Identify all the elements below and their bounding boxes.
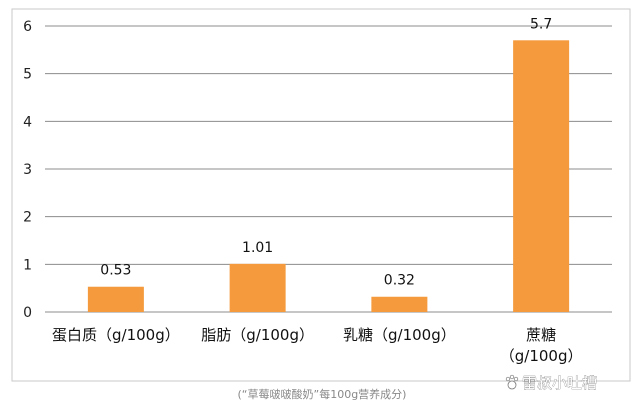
bar-2 xyxy=(371,296,428,312)
value-label-layer: 0.53 1.01 0.32 5.7 xyxy=(100,16,552,288)
category-label-1: 脂肪（g/100g） xyxy=(201,326,314,344)
chart-frame xyxy=(11,8,631,382)
category-label-2: 乳糖（g/100g） xyxy=(343,326,456,344)
value-label-0: 0.53 xyxy=(100,263,131,279)
bar-layer xyxy=(87,40,570,313)
category-label-3: （g/100g） xyxy=(500,347,583,365)
category-label-layer: 蛋白质（g/100g） 脂肪（g/100g） 乳糖（g/100g） 蔗糖 （g/100g… xyxy=(52,326,582,365)
y-tick-label: 1 xyxy=(23,257,32,273)
paw-icon xyxy=(505,374,519,390)
y-tick-label: 3 xyxy=(23,162,32,178)
bar-1 xyxy=(229,263,286,312)
watermark: 雷叔小吐槽 xyxy=(505,374,597,392)
value-label-3: 5.7 xyxy=(530,16,552,32)
value-label-1: 1.01 xyxy=(242,240,273,256)
y-tick-label: 4 xyxy=(23,114,32,130)
y-tick-label: 5 xyxy=(23,67,32,83)
chart-caption: (“草莓啵啵酸奶”每100g营养成分) xyxy=(238,387,407,401)
y-tick-label: 0 xyxy=(23,305,32,321)
bar-0 xyxy=(87,286,144,312)
y-tick-label: 6 xyxy=(23,19,32,35)
value-label-2: 0.32 xyxy=(384,273,415,289)
y-tick-label: 2 xyxy=(23,210,32,226)
watermark-text: 雷叔小吐槽 xyxy=(522,374,597,392)
y-axis-ticks: 0 1 2 3 4 5 6 xyxy=(23,19,32,321)
category-label-0: 蛋白质（g/100g） xyxy=(52,326,180,344)
category-label-3: 蔗糖 xyxy=(526,326,556,344)
bar-3 xyxy=(513,40,570,313)
